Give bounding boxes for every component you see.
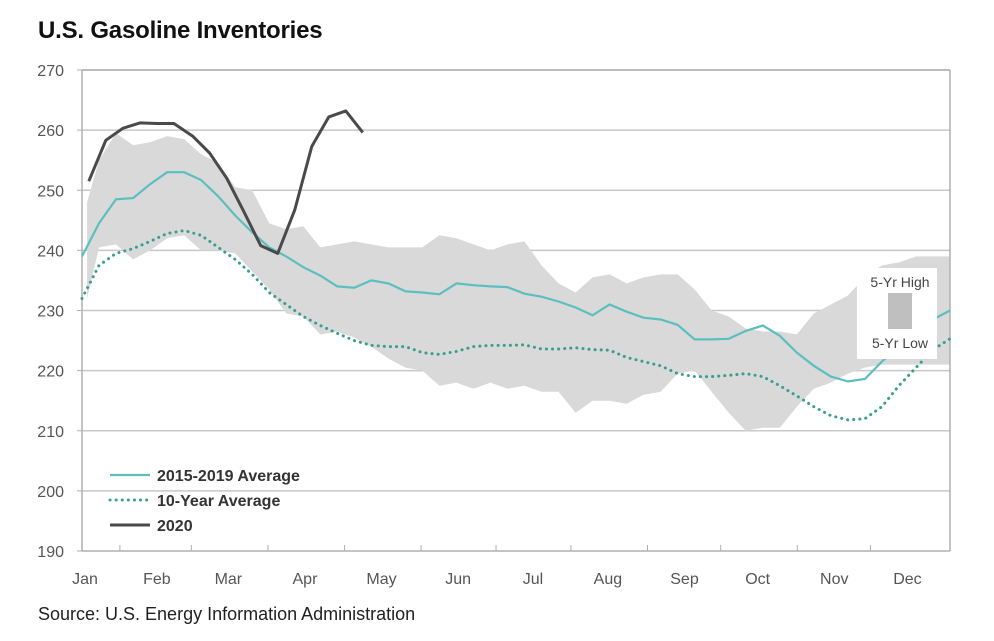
x-tick-label-jan: Jan <box>72 571 98 588</box>
y-axis-tick-labels: 190 200 210 220 230 240 250 260 270 <box>37 63 64 561</box>
x-tick-label-feb: Feb <box>143 571 171 588</box>
band-legend-swatch <box>888 293 912 329</box>
x-tick-label-oct: Oct <box>745 571 770 588</box>
legend-label-2020: 2020 <box>157 518 193 535</box>
source-note: Source: U.S. Energy Information Administ… <box>38 604 416 624</box>
y-tick-label-240: 240 <box>37 243 64 260</box>
y-tick-label-250: 250 <box>37 183 64 200</box>
x-tick-label-may: May <box>366 571 396 588</box>
series-legend: 2015-2019 Average 10-Year Average 2020 <box>108 468 300 535</box>
y-tick-label-220: 220 <box>37 364 64 381</box>
band-legend-high-label: 5-Yr High <box>870 274 929 290</box>
x-tick-label-dec: Dec <box>893 571 921 588</box>
five-year-range-band <box>87 133 951 431</box>
series-lines <box>80 109 952 422</box>
legend-label-10yr-average: 10-Year Average <box>157 493 280 510</box>
x-tick-label-aug: Aug <box>594 571 622 588</box>
x-tick-label-apr: Apr <box>293 571 319 588</box>
band-legend-low-label: 5-Yr Low <box>872 335 929 351</box>
y-tick-label-200: 200 <box>37 484 64 501</box>
x-tick-label-jul: Jul <box>523 571 543 588</box>
x-tick-label-mar: Mar <box>215 571 243 588</box>
chart-title: U.S. Gasoline Inventories <box>38 17 323 44</box>
x-tick-label-nov: Nov <box>820 571 848 588</box>
band-legend: 5-Yr High 5-Yr Low <box>857 268 937 359</box>
band-area <box>87 133 951 431</box>
x-tick-label-sep: Sep <box>670 571 699 588</box>
axes <box>81 69 951 552</box>
series-line-2020 <box>87 109 364 255</box>
y-tick-label-230: 230 <box>37 304 64 321</box>
legend-label-5yr-average: 2015-2019 Average <box>157 468 300 485</box>
x-tick-label-jun: Jun <box>445 571 471 588</box>
y-tick-label-260: 260 <box>37 123 64 140</box>
y-tick-label-270: 270 <box>37 63 64 80</box>
series-line-2015-2019-average <box>81 171 951 383</box>
y-tick-label-190: 190 <box>37 544 64 561</box>
series-line-10-year-average <box>80 228 952 422</box>
y-tick-label-210: 210 <box>37 424 64 441</box>
x-axis-tick-labels: Jan Feb Mar Apr May Jun Jul Aug Sep Oct Nov Dec <box>72 571 922 588</box>
